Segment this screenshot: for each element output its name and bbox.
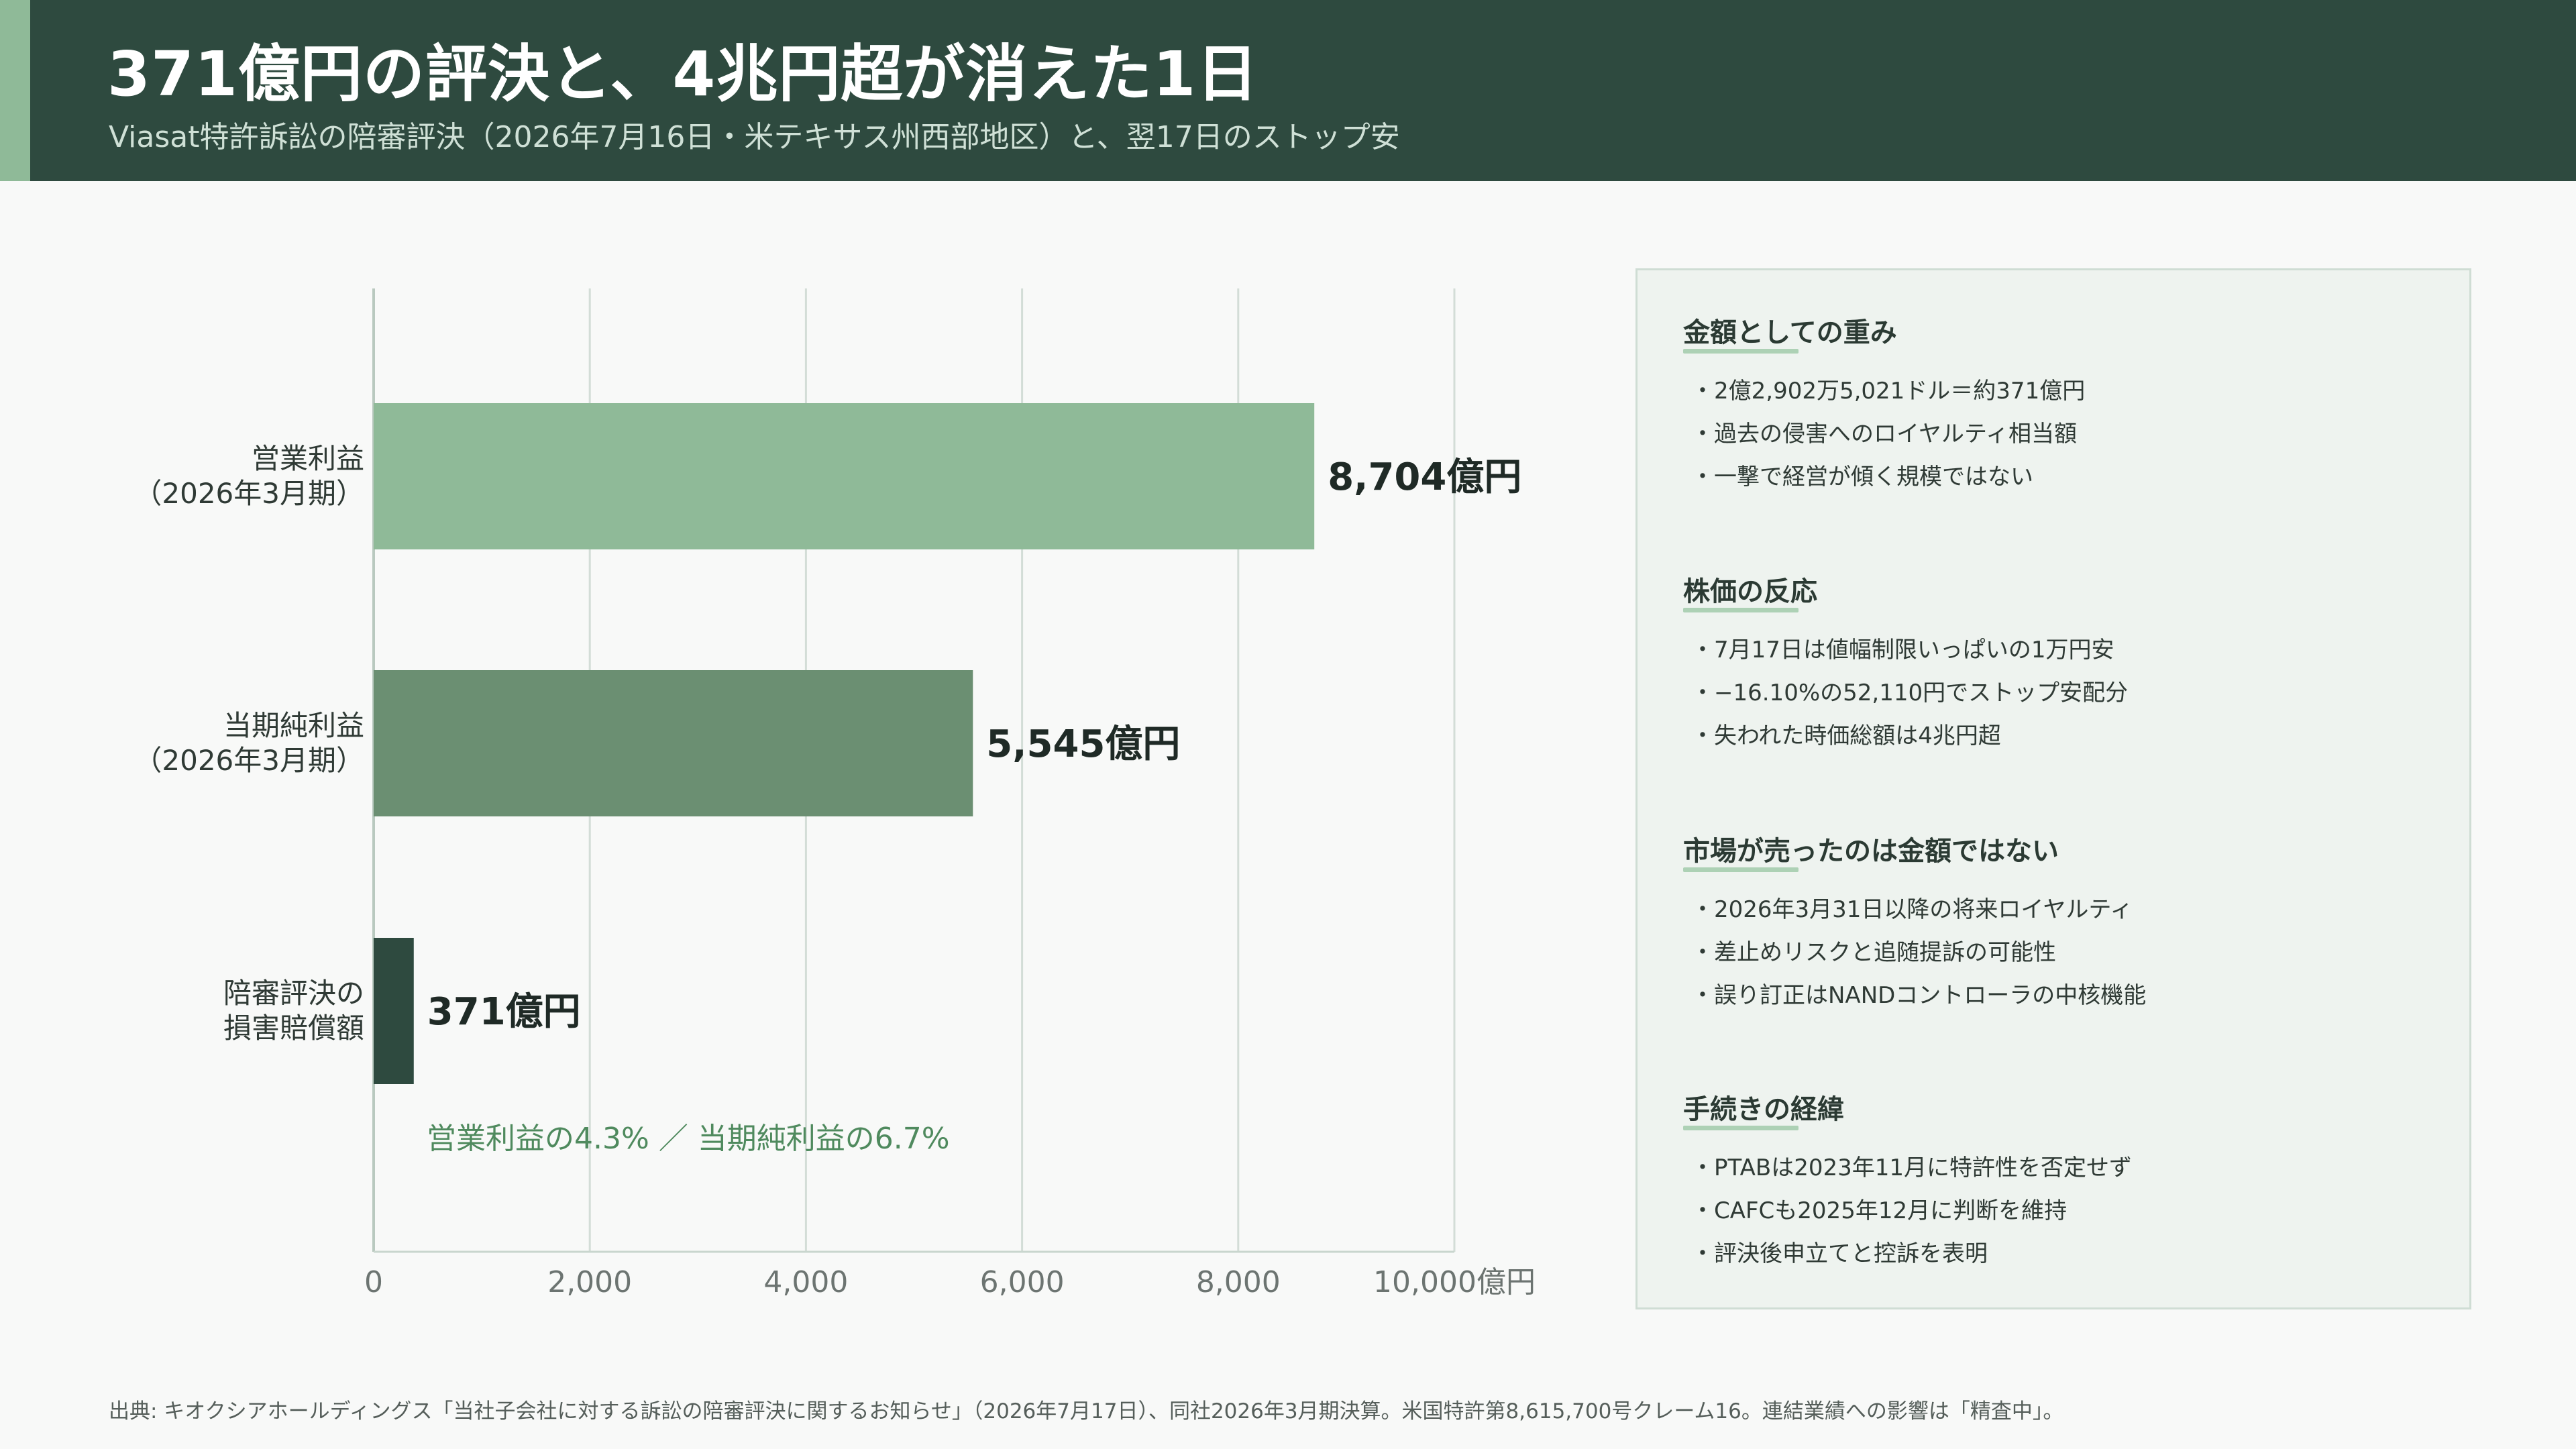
- category-label: 当期純利益: [223, 709, 364, 742]
- list-item: CAFCも2025年12月に判断を維持: [1691, 1189, 2132, 1232]
- list-item: 誤り訂正はNANDコントローラの中核機能: [1691, 974, 2146, 1017]
- x-tick-label: 4,000: [763, 1265, 848, 1299]
- source-note: 出典: キオクシアホールディングス「当社子会社に対する訴訟の陪審評決に関するお知…: [109, 1399, 2064, 1424]
- category-label: 損害賠償額: [223, 1012, 364, 1044]
- data-label: 5,545億円: [986, 722, 1180, 766]
- section-list: 7月17日は値幅制限いっぱいの1万円安−16.10%の52,110円でストップ安…: [1691, 629, 2128, 757]
- insight-section: 手続きの経緯 PTABは2023年11月に特許性を否定せずCAFCも2025年12…: [1683, 1087, 2132, 1275]
- insight-panel: 金額としての重み 2億2,902万5,021ドル＝約371億円過去の侵害へのロイヤ…: [1635, 268, 2471, 1309]
- page-title: 371億円の評決と、4兆円超が消えた1日: [107, 38, 1259, 110]
- section-title-text: 株価の反応: [1683, 576, 1817, 607]
- section-title: 市場が売ったのは金額ではない: [1683, 829, 2059, 872]
- insight-section: 株価の反応 7月17日は値幅制限いっぱいの1万円安−16.10%の52,110円で…: [1683, 570, 2128, 757]
- insight-section: 市場が売ったのは金額ではない 2026年3月31日以降の将来ロイヤルティ差止めリス…: [1683, 829, 2146, 1017]
- list-item: 2026年3月31日以降の将来ロイヤルティ: [1691, 888, 2146, 931]
- category-label: 営業利益: [252, 442, 364, 475]
- section-title-underline: [1683, 1126, 1799, 1130]
- page-subtitle: Viasat特許訴訟の陪審評決（2026年7月16日・米テキサス州西部地区）と、…: [109, 120, 1400, 154]
- list-item: 差止めリスクと追随提訴の可能性: [1691, 931, 2146, 974]
- bar: [374, 670, 973, 816]
- list-item: 2億2,902万5,021ドル＝約371億円: [1691, 370, 2085, 413]
- section-title-text: 手続きの経緯: [1683, 1094, 1844, 1125]
- section-title-underline: [1683, 349, 1799, 354]
- header-bar: 371億円の評決と、4兆円超が消えた1日 Viasat特許訴訟の陪審評決（202…: [0, 0, 2576, 181]
- list-item: 一撃で経営が傾く規模ではない: [1691, 455, 2085, 498]
- list-item: PTABは2023年11月に特許性を否定せず: [1691, 1146, 2132, 1189]
- ratio-annotation: 営業利益の4.3% ／ 当期純利益の6.7%: [427, 1122, 950, 1156]
- bar-chart: 0 2,000 4,000 6,000 8,000 10,000億円営業利益（2026年3…: [133, 288, 1536, 1299]
- section-title: 手続きの経緯: [1683, 1087, 1844, 1130]
- category-label: （2026年3月期）: [133, 744, 364, 777]
- x-tick-label: 10,000億円: [1373, 1265, 1536, 1299]
- section-list: PTABは2023年11月に特許性を否定せずCAFCも2025年12月に判断を維…: [1691, 1146, 2132, 1275]
- x-tick-label: 6,000: [980, 1265, 1065, 1299]
- section-title: 金額としての重み: [1683, 311, 1897, 354]
- category-label: 陪審評決の: [223, 977, 364, 1010]
- section-title-text: 金額としての重み: [1683, 317, 1897, 348]
- insight-section: 金額としての重み 2億2,902万5,021ドル＝約371億円過去の侵害へのロイヤ…: [1683, 311, 2085, 498]
- section-list: 2026年3月31日以降の将来ロイヤルティ差止めリスクと追随提訴の可能性誤り訂正…: [1691, 888, 2146, 1017]
- section-title-underline: [1683, 867, 1799, 872]
- list-item: 7月17日は値幅制限いっぱいの1万円安: [1691, 629, 2128, 672]
- list-item: −16.10%の52,110円でストップ安配分: [1691, 672, 2128, 714]
- data-label: 8,704億円: [1328, 455, 1521, 499]
- list-item: 評決後申立てと控訴を表明: [1691, 1232, 2132, 1275]
- x-tick-label: 8,000: [1196, 1265, 1281, 1299]
- bar: [374, 403, 1315, 549]
- header-accent-stripe: [0, 0, 30, 181]
- x-tick-label: 0: [364, 1265, 383, 1299]
- section-title: 株価の反応: [1683, 570, 1817, 612]
- x-tick-label: 2,000: [547, 1265, 632, 1299]
- list-item: 失われた時価総額は4兆円超: [1691, 714, 2128, 757]
- section-list: 2億2,902万5,021ドル＝約371億円過去の侵害へのロイヤルティ相当額一撃…: [1691, 370, 2085, 498]
- section-title-underline: [1683, 608, 1799, 612]
- category-label: （2026年3月期）: [133, 477, 364, 510]
- data-label: 371億円: [427, 990, 581, 1034]
- section-title-text: 市場が売ったのは金額ではない: [1683, 836, 2059, 867]
- list-item: 過去の侵害へのロイヤルティ相当額: [1691, 413, 2085, 455]
- bar: [374, 938, 414, 1084]
